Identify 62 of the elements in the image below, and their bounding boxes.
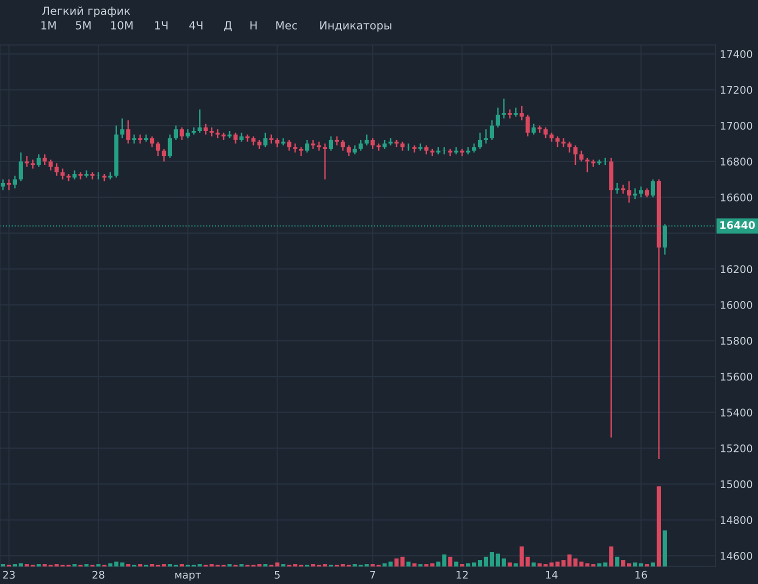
y-tick-label: 15000 (720, 480, 752, 488)
x-tick-label: март (175, 572, 201, 581)
bar (579, 562, 584, 566)
y-tick-label: 16600 (720, 194, 752, 202)
y-tick-label: 17400 (720, 50, 752, 58)
chart-title: Легкий график (42, 6, 130, 18)
bar (388, 562, 393, 566)
bar (650, 562, 656, 566)
x-tick-label: 28 (92, 570, 104, 579)
x-tick-label: 7 (370, 570, 376, 579)
bar (478, 560, 482, 566)
bar (454, 562, 458, 566)
y-tick-label: 14800 (720, 516, 752, 524)
y-tick-label: 16200 (720, 265, 752, 274)
y-tick-label: 16800 (720, 158, 752, 166)
text: 10М (111, 21, 133, 30)
y-tick-label: 17000 (720, 122, 752, 130)
bar (400, 556, 405, 566)
y-tick-label: 15800 (720, 336, 752, 345)
bar (609, 546, 614, 566)
ref-line-label: 16440 (720, 221, 755, 229)
text: Д (224, 21, 232, 32)
bar (394, 558, 399, 566)
x-tick-label: 12 (456, 570, 468, 579)
bar (484, 556, 488, 566)
x-tick-label: 5 (274, 570, 280, 579)
y-tick-label: 14600 (720, 552, 752, 560)
y-tick-label: 15200 (720, 444, 752, 452)
text: 1М (41, 21, 56, 30)
bar (496, 554, 500, 566)
bar (508, 562, 512, 566)
candlestick (96, 172, 100, 180)
bar (490, 552, 494, 566)
y-tick-label: 16000 (720, 301, 752, 309)
bar (448, 556, 452, 566)
bar (406, 562, 411, 566)
bar (502, 558, 506, 566)
bar (615, 556, 620, 566)
bar (567, 554, 572, 566)
text: Индикаторы (320, 21, 392, 32)
text: 5М (76, 21, 91, 30)
bar (555, 562, 560, 566)
text: Мес (276, 21, 297, 30)
bar (561, 560, 566, 566)
bar (472, 562, 476, 566)
text: Н (250, 21, 257, 30)
y-tick-label: 15400 (720, 408, 752, 416)
bar (656, 486, 661, 566)
x-tick-label: 23 (3, 570, 15, 579)
y-tick-label: 17200 (720, 86, 752, 94)
bar (549, 562, 554, 566)
text: 1Ч (155, 21, 168, 30)
bar (632, 562, 638, 566)
bar (621, 560, 626, 566)
bar (573, 558, 578, 566)
x-tick-label: 16 (636, 570, 647, 579)
bar (514, 563, 518, 566)
text: 4Ч (189, 21, 202, 30)
x-tick-label: 14 (546, 570, 558, 579)
y-tick-label: 15600 (720, 372, 752, 381)
bar (532, 562, 536, 566)
bar (662, 530, 667, 566)
